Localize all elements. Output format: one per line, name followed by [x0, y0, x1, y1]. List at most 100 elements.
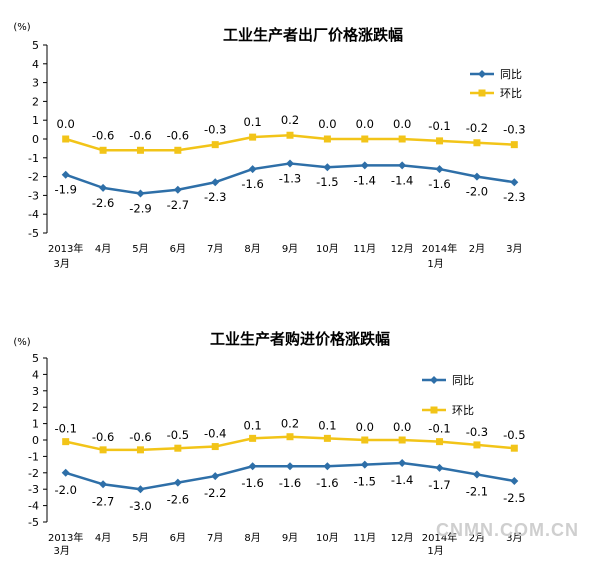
y-tick-label: -2	[28, 171, 39, 184]
x-tick-label: 2月	[469, 532, 485, 544]
series-point	[99, 446, 107, 454]
y-unit-label: (%)	[13, 22, 30, 33]
y-tick-label: 5	[32, 39, 39, 52]
data-label: 0.1	[318, 418, 336, 432]
x-tick-label: 2014年	[422, 242, 457, 255]
y-tick-label: 4	[32, 58, 39, 71]
data-label: -1.6	[428, 177, 450, 191]
chart-1: 工业生产者出厂价格涨跌幅 (%)5 4 3 2 1 0 -1 -2 -3 -4 -5 2013年 3月 4月…	[13, 22, 525, 270]
series-point	[323, 135, 331, 143]
data-label: -2.3	[204, 190, 226, 204]
series-point	[286, 159, 294, 168]
y-tick-label: -3	[28, 483, 39, 496]
series-point	[398, 436, 406, 444]
data-label: -0.3	[204, 123, 226, 137]
x-tick-label: 12月	[391, 243, 414, 255]
data-label: -1.6	[241, 476, 263, 490]
series-point	[136, 189, 145, 198]
data-label: -0.6	[129, 128, 151, 142]
x-tick-label: 6月	[170, 243, 186, 255]
data-label: -2.9	[129, 202, 151, 216]
y-tick-label: 1	[32, 114, 39, 127]
data-label: -2.5	[503, 491, 525, 505]
series-point	[323, 434, 331, 442]
data-label: 0.0	[393, 420, 411, 434]
x-tick-label: 2014年	[422, 531, 457, 544]
y-tick-label: 3	[32, 385, 39, 398]
series-point	[99, 480, 108, 489]
x-tick-label: 10月	[316, 532, 339, 544]
series-point	[61, 468, 70, 477]
data-label: -1.6	[241, 177, 263, 191]
series-point	[286, 131, 294, 139]
series-point	[286, 433, 294, 441]
data-label: 0.2	[281, 113, 299, 127]
series-point	[436, 137, 444, 145]
y-tick-label: -1	[28, 152, 39, 165]
legend-marker	[430, 406, 438, 414]
x-tick-label: 7月	[207, 243, 223, 255]
x-tick-label: 11月	[353, 243, 376, 255]
y-tick-label: 1	[32, 418, 39, 431]
data-label: -0.6	[92, 430, 114, 444]
data-label: -2.1	[466, 484, 488, 498]
y-tick-label: 3	[32, 77, 39, 90]
data-label: -2.0	[54, 483, 76, 497]
legend-label: 同比	[452, 374, 474, 387]
data-label: -1.6	[279, 476, 301, 490]
x-tick-label: 10月	[316, 243, 339, 255]
data-label: -1.3	[279, 171, 301, 185]
data-label: -1.4	[391, 173, 413, 187]
series-point	[473, 441, 481, 449]
series-point	[360, 460, 369, 469]
series-point	[174, 444, 182, 452]
data-label: 0.0	[393, 117, 411, 131]
x-tick-label-line2: 3月	[54, 258, 70, 270]
x-tick-label: 7月	[207, 532, 223, 544]
series-point	[510, 444, 518, 452]
data-label: -1.4	[391, 473, 413, 487]
series-point	[249, 133, 257, 141]
y-unit-label: (%)	[13, 337, 30, 348]
series-point	[398, 135, 406, 143]
series-point	[136, 146, 144, 154]
data-label: -0.2	[466, 121, 488, 135]
data-label: 0.1	[243, 418, 261, 432]
y-tick-label: -1	[28, 450, 39, 463]
data-label: 0.0	[356, 420, 374, 434]
series-point	[398, 458, 407, 467]
series-point	[249, 434, 257, 442]
series-point	[472, 172, 481, 181]
chart-title: 工业生产者购进价格涨跌幅	[210, 330, 390, 348]
series-point	[211, 472, 220, 481]
x-tick-label-line2: 1月	[427, 258, 443, 270]
x-tick-label: 9月	[282, 243, 298, 255]
legend-marker	[478, 70, 486, 78]
data-label: -2.7	[167, 198, 189, 212]
series-point	[99, 183, 108, 192]
y-tick-label: 2	[32, 401, 39, 414]
x-tick-label-line2: 1月	[427, 545, 443, 557]
data-label: -1.5	[316, 175, 338, 189]
y-tick-label: 0	[32, 133, 39, 146]
data-label: -1.7	[428, 478, 450, 492]
x-tick-label: 8月	[244, 243, 260, 255]
series-point	[436, 438, 444, 446]
data-label: -1.6	[316, 476, 338, 490]
series-point	[248, 462, 257, 471]
data-label: -0.1	[54, 422, 76, 436]
legend-marker	[478, 89, 486, 97]
x-tick-label: 5月	[132, 243, 148, 255]
legend-marker	[430, 376, 438, 384]
data-label: 0.0	[356, 117, 374, 131]
y-tick-label: 4	[32, 368, 39, 381]
y-tick-label: -4	[28, 500, 39, 513]
x-tick-label: 11月	[353, 532, 376, 544]
data-label: -2.2	[204, 486, 226, 500]
x-tick-label-line2: 3月	[54, 545, 70, 557]
data-label: -0.3	[503, 123, 525, 137]
y-tick-label: -2	[28, 467, 39, 480]
x-tick-label: 2013年	[48, 242, 83, 255]
